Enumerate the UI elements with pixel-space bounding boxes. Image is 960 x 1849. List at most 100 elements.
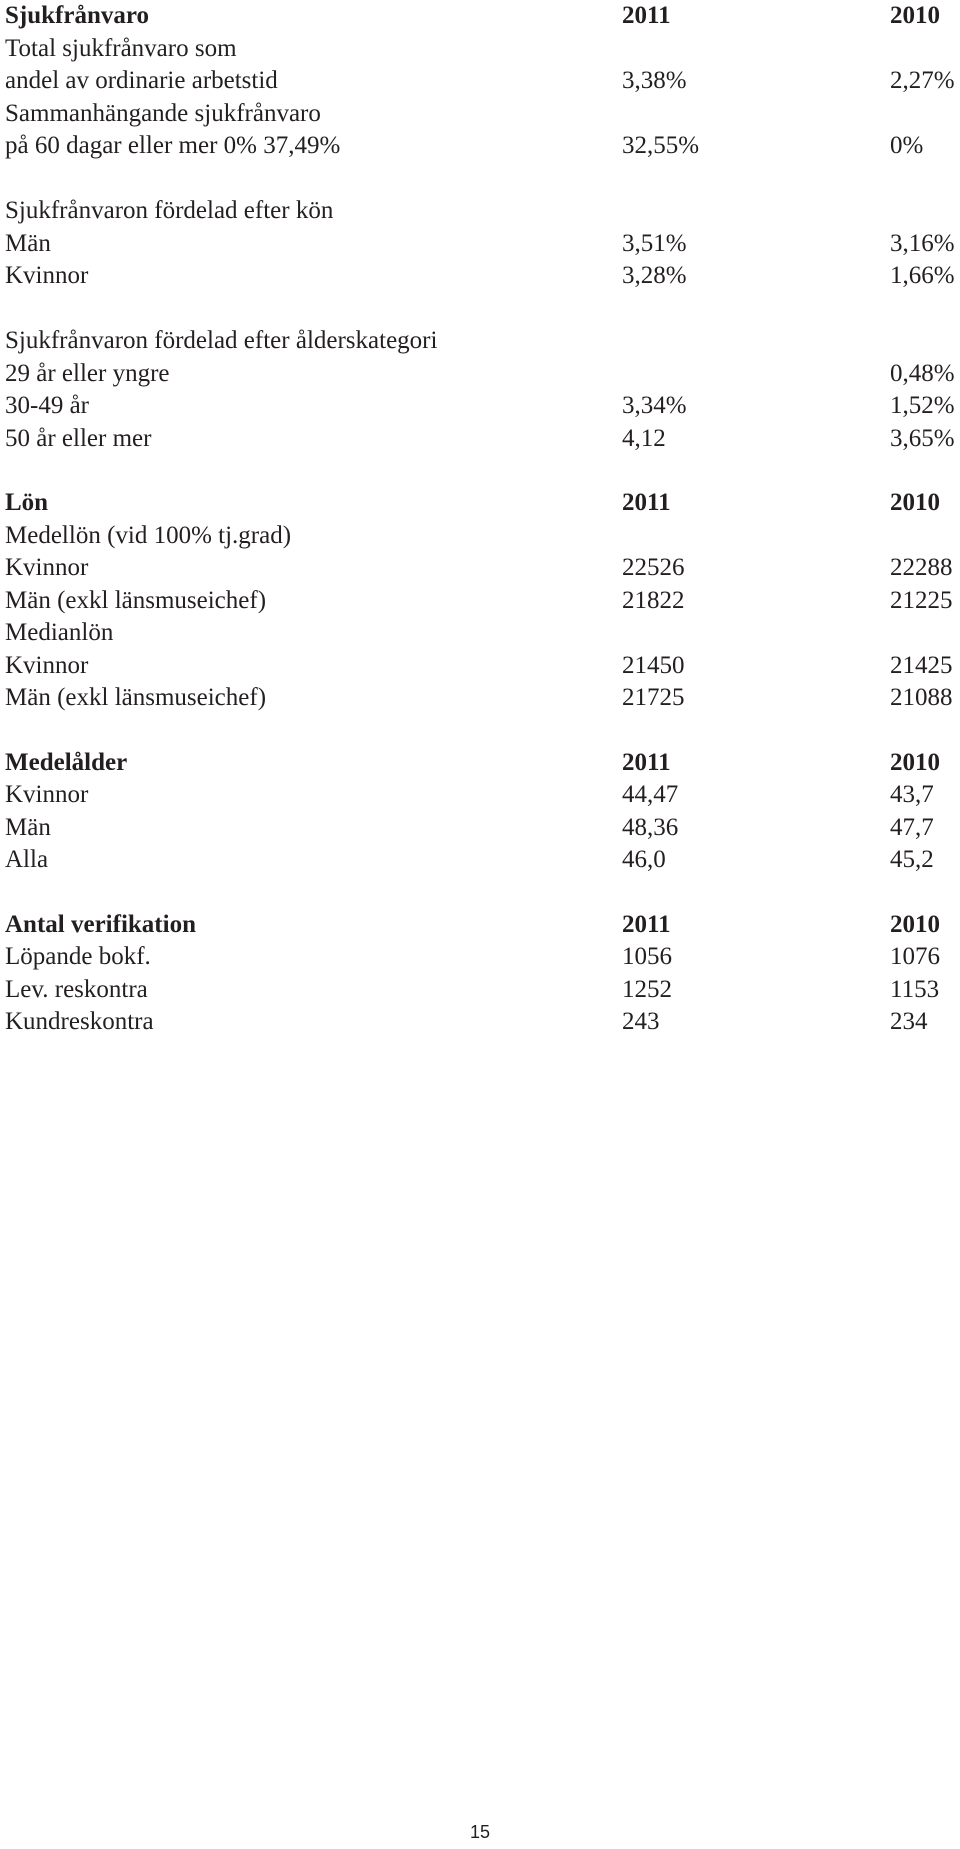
- value-2010: 45,2: [890, 846, 934, 873]
- table-row: andel av ordinarie arbetstid 3,38% 2,27%: [0, 65, 960, 98]
- column-header-2011: 2011: [622, 910, 671, 938]
- value-2010: 43,7: [890, 781, 934, 808]
- section-title: Lön: [5, 489, 49, 516]
- value-2010: 47,7: [890, 813, 934, 841]
- value-2011: 3,38%: [622, 67, 687, 94]
- value-2011: 3,51%: [622, 229, 687, 257]
- value-2010: 21088: [890, 684, 953, 711]
- column-header-2010: 2010: [890, 2, 940, 29]
- table-row: Män 48,36 47,7: [0, 812, 960, 845]
- section-antal-verifikation: Antal verifikation 2011 2010 Löpande bok…: [0, 909, 960, 1039]
- row-label: Sjukfrånvaron fördelad efter ålderskateg…: [5, 327, 438, 354]
- column-header-2010: 2010: [890, 489, 940, 516]
- row-label: Alla: [5, 846, 49, 873]
- table-row: Kvinnor 44,47 43,7: [0, 779, 960, 812]
- table-row: Lev. reskontra 1252 1153: [0, 974, 960, 1007]
- table-row: Män (exkl länsmuseichef) 21725 21088: [0, 682, 960, 715]
- value-2010: 1076: [890, 943, 940, 970]
- value-2010: 21425: [890, 651, 953, 679]
- row-label: Män (exkl länsmuseichef): [5, 586, 267, 614]
- value-2011: 44,47: [622, 781, 679, 808]
- section-sjukfranvaro: Sjukfrånvaro 2011 2010 Total sjukfrånvar…: [0, 0, 960, 455]
- section-header-row: Lön 2011 2010: [0, 487, 960, 520]
- row-label: 29 år eller yngre: [5, 359, 170, 387]
- table-row: Medellön (vid 100% tj.grad): [0, 520, 960, 553]
- row-label: Kvinnor: [5, 651, 89, 679]
- value-2010: 3,16%: [890, 229, 955, 257]
- value-2011: 21450: [622, 651, 685, 679]
- table-row: Män 3,51% 3,16%: [0, 228, 960, 261]
- value-2011: 1056: [622, 943, 672, 970]
- value-2011: 46,0: [622, 846, 666, 873]
- value-2010: 1,66%: [890, 262, 955, 289]
- value-2011: 3,28%: [622, 262, 687, 289]
- section-header-row: Antal verifikation 2011 2010: [0, 909, 960, 942]
- value-2011: 3,34%: [622, 392, 687, 419]
- row-label: Kundreskontra: [5, 1008, 154, 1035]
- section-title: Medelålder: [5, 748, 128, 776]
- table-row: Kvinnor 3,28% 1,66%: [0, 260, 960, 293]
- value-2010: 0,48%: [890, 359, 955, 387]
- value-2011: 21822: [622, 586, 685, 614]
- value-2011: 1252: [622, 975, 672, 1003]
- table-row: Medianlön: [0, 617, 960, 650]
- value-2011: 21725: [622, 684, 685, 711]
- value-2010: 3,65%: [890, 424, 955, 452]
- row-label: Medellön (vid 100% tj.grad): [5, 521, 292, 549]
- table-row: Kvinnor 21450 21425: [0, 650, 960, 683]
- row-label: andel av ordinarie arbetstid: [5, 67, 278, 94]
- table-row: Kundreskontra 243 234: [0, 1006, 960, 1039]
- page-number: 15: [469, 1822, 491, 1842]
- column-header-2010: 2010: [890, 910, 940, 938]
- column-header-2011: 2011: [622, 489, 671, 516]
- table-row: Sammanhängande sjukfrånvaro: [0, 98, 960, 131]
- table-row: Total sjukfrånvaro som: [0, 33, 960, 66]
- value-2011: 22526: [622, 554, 685, 581]
- row-label: Kvinnor: [5, 262, 89, 289]
- subheading-row: Sjukfrånvaron fördelad efter kön: [0, 195, 960, 228]
- section-title: Sjukfrånvaro: [5, 2, 150, 29]
- row-label: Män (exkl länsmuseichef): [5, 684, 267, 711]
- row-label: 30-49 år: [5, 392, 89, 419]
- value-2010: 1,52%: [890, 392, 955, 419]
- section-header-row: Medelålder 2011 2010: [0, 747, 960, 780]
- value-2011: 48,36: [622, 813, 679, 841]
- row-label: 50 år eller mer: [5, 424, 152, 452]
- value-2010: 0%: [890, 132, 924, 159]
- row-label: Total sjukfrånvaro som: [5, 34, 237, 62]
- subheading-row: Sjukfrånvaron fördelad efter ålderskateg…: [0, 325, 960, 358]
- table-row: 30-49 år 3,34% 1,52%: [0, 390, 960, 423]
- table-row: Män (exkl länsmuseichef) 21822 21225: [0, 585, 960, 618]
- row-label: Löpande bokf.: [5, 943, 151, 970]
- value-2010: 234: [890, 1008, 928, 1035]
- document-page: Sjukfrånvaro 2011 2010 Total sjukfrånvar…: [0, 0, 960, 1039]
- row-label: Män: [5, 813, 51, 841]
- column-header-2010: 2010: [890, 748, 940, 776]
- value-2011: 4,12: [622, 424, 666, 452]
- section-title: Antal verifikation: [5, 910, 196, 938]
- section-lon: Lön 2011 2010 Medellön (vid 100% tj.grad…: [0, 487, 960, 715]
- value-2010: 21225: [890, 586, 953, 614]
- column-header-2011: 2011: [622, 748, 671, 776]
- value-2010: 2,27%: [890, 67, 955, 94]
- row-label: Medianlön: [5, 619, 114, 646]
- table-row: 50 år eller mer 4,12 3,65%: [0, 423, 960, 456]
- table-row: Löpande bokf. 1056 1076: [0, 941, 960, 974]
- table-row: på 60 dagar eller mer 0% 37,49% 32,55% 0…: [0, 130, 960, 163]
- section-header-row: Sjukfrånvaro 2011 2010: [0, 0, 960, 33]
- row-label: Kvinnor: [5, 554, 89, 581]
- section-medelalder: Medelålder 2011 2010 Kvinnor 44,47 43,7 …: [0, 747, 960, 877]
- value-2011: 32,55%: [622, 132, 700, 159]
- value-2010: 22288: [890, 554, 953, 581]
- row-label: Män: [5, 229, 51, 257]
- value-2010: 1153: [890, 975, 940, 1003]
- column-header-2011: 2011: [622, 2, 671, 29]
- table-row: 29 år eller yngre 0,48%: [0, 358, 960, 391]
- row-label: Lev. reskontra: [5, 975, 148, 1003]
- row-label: Sammanhängande sjukfrånvaro: [5, 99, 321, 127]
- table-row: Alla 46,0 45,2: [0, 844, 960, 877]
- table-row: Kvinnor 22526 22288: [0, 552, 960, 585]
- value-2011: 243: [622, 1008, 660, 1035]
- row-label: Kvinnor: [5, 781, 89, 808]
- row-label: på 60 dagar eller mer 0% 37,49%: [5, 132, 341, 159]
